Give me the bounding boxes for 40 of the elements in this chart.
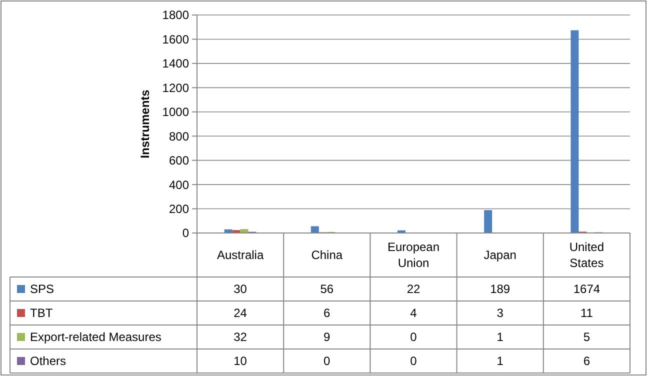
data-label: 5	[583, 330, 590, 344]
legend-label: Others	[30, 354, 66, 368]
data-label: 11	[580, 306, 594, 320]
y-tick-label: 600	[168, 154, 190, 168]
data-label: 0	[324, 354, 331, 368]
data-label: 4	[410, 306, 418, 320]
y-tick-label: 1600	[162, 32, 190, 46]
data-label: 32	[234, 330, 248, 344]
legend-label: TBT	[30, 306, 54, 320]
data-label: 56	[320, 282, 334, 296]
data-label: 189	[490, 282, 510, 296]
y-tick-label: 1200	[162, 80, 190, 95]
legend-label: Export-related Measures	[30, 330, 162, 344]
x-tick-label: Japan	[484, 248, 516, 262]
y-tick-label: 1400	[162, 56, 190, 71]
y-tick-label: 0	[182, 226, 190, 240]
data-label: 1	[496, 330, 504, 344]
y-tick-label: 200	[168, 202, 190, 216]
x-tick-label: United States	[569, 240, 604, 270]
data-label: 30	[234, 282, 248, 296]
data-label: 9	[324, 330, 331, 344]
data-label: 6	[324, 306, 331, 320]
y-tick-label: 1800	[162, 8, 190, 22]
data-label: 3	[496, 306, 504, 320]
data-label: 24	[234, 306, 248, 320]
x-tick-label: China	[311, 248, 343, 262]
y-axis-title: Instruments	[138, 89, 152, 158]
data-label: 10	[234, 354, 248, 368]
data-label: 0	[410, 354, 418, 368]
x-tick-label: European Union	[387, 240, 440, 270]
data-label: 1	[496, 354, 504, 368]
y-tick-label: 1000	[162, 105, 190, 120]
data-label: 0	[410, 330, 418, 344]
data-label: 22	[406, 282, 420, 296]
y-tick-label: 800	[168, 129, 190, 144]
legend-label: SPS	[30, 282, 54, 296]
y-tick-label: 400	[168, 178, 190, 192]
data-label: 1674	[573, 282, 600, 296]
x-tick-label: Australia	[216, 248, 264, 262]
data-label: 6	[583, 354, 590, 368]
